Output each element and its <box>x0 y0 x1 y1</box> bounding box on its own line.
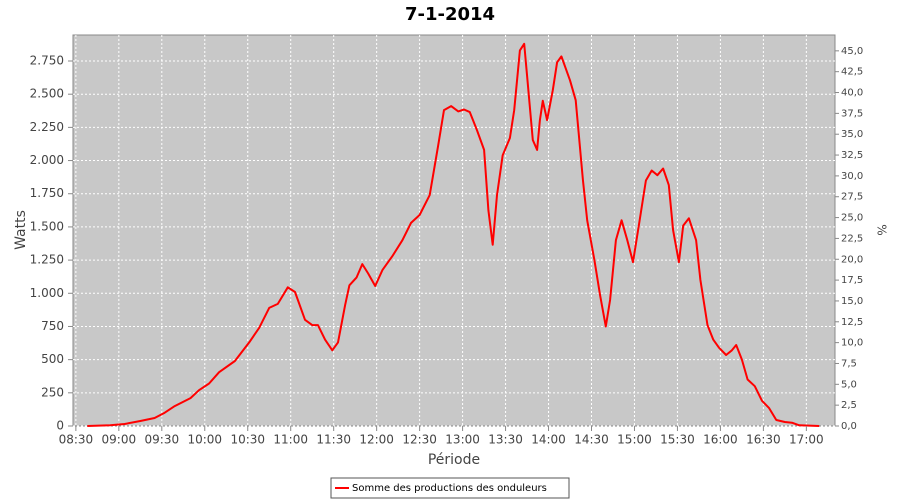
y-tick-label: 500 <box>41 352 64 366</box>
y2-tick-label: 2,5 <box>841 400 857 411</box>
x-tick-label: 12:30 <box>402 433 437 447</box>
y2-tick-label: 37,5 <box>841 108 863 119</box>
x-tick-label: 15:00 <box>617 433 652 447</box>
y-tick-label: 750 <box>41 319 64 333</box>
y2-tick-label: 27,5 <box>841 192 863 203</box>
y2-tick-label: 32,5 <box>841 150 863 161</box>
x-tick-label: 11:30 <box>316 433 351 447</box>
x-tick-label: 09:00 <box>102 433 137 447</box>
y2-tick-label: 42,5 <box>841 67 863 78</box>
x-tick-label: 13:30 <box>488 433 523 447</box>
chart-title: 7-1-2014 <box>405 4 495 25</box>
y-tick-label: 0 <box>56 419 64 433</box>
x-tick-label: 12:00 <box>359 433 394 447</box>
y2-tick-label: 35,0 <box>841 129 863 140</box>
marks <box>87 42 820 427</box>
series-line <box>87 42 820 427</box>
x-tick-label: 16:30 <box>746 433 781 447</box>
x-tick-label: 17:00 <box>789 433 824 447</box>
y2-tick-label: 0,0 <box>841 421 857 432</box>
x-tick-label: 16:00 <box>703 433 738 447</box>
legend-label: Somme des productions des onduleurs <box>352 483 547 494</box>
legend: Somme des productions des onduleurs <box>330 477 570 499</box>
y-tick-label: 1.750 <box>30 186 64 200</box>
y2-tick-label: 17,5 <box>841 275 863 286</box>
y2-tick-label: 40,0 <box>841 88 863 99</box>
y2-tick-label: 25,0 <box>841 213 863 224</box>
y-tick-label: 250 <box>41 385 64 399</box>
grid <box>73 35 835 427</box>
x-tick-label: 09:30 <box>145 433 180 447</box>
x-tick-label: 14:30 <box>574 433 609 447</box>
y2-tick-label: 30,0 <box>841 171 863 182</box>
y2-tick-label: 5,0 <box>841 379 857 390</box>
y2-tick-label: 10,0 <box>841 338 863 349</box>
y-tick-label: 1.250 <box>30 253 64 267</box>
x-tick-label: 10:00 <box>187 433 222 447</box>
x-tick-label: 14:00 <box>531 433 566 447</box>
y2-tick-label: 12,5 <box>841 317 863 328</box>
y2-tick-label: 15,0 <box>841 296 863 307</box>
y-tick-label: 2.500 <box>30 87 64 101</box>
x-tick-label: 10:30 <box>230 433 265 447</box>
y-tick-label: 1.500 <box>30 219 64 233</box>
y-axis-label: Watts <box>13 210 29 250</box>
y-tick-label: 1.000 <box>30 286 64 300</box>
x-tick-label: 08:30 <box>59 433 94 447</box>
x-tick-label: 11:00 <box>273 433 308 447</box>
plot-area <box>72 34 836 427</box>
y-tick-label: 2.250 <box>30 120 64 134</box>
y2-axis-label: % <box>875 224 889 235</box>
y2-tick-label: 45,0 <box>841 46 863 57</box>
x-axis-label: Période <box>428 452 480 468</box>
y-tick-label: 2.750 <box>30 54 64 68</box>
x-tick-label: 15:30 <box>660 433 695 447</box>
y-tick-label: 2.000 <box>30 153 64 167</box>
legend-box <box>330 477 570 499</box>
y2-tick-label: 7,5 <box>841 358 857 369</box>
y2-tick-label: 20,0 <box>841 254 863 265</box>
y2-tick-label: 22,5 <box>841 233 863 244</box>
x-tick-label: 13:00 <box>445 433 480 447</box>
